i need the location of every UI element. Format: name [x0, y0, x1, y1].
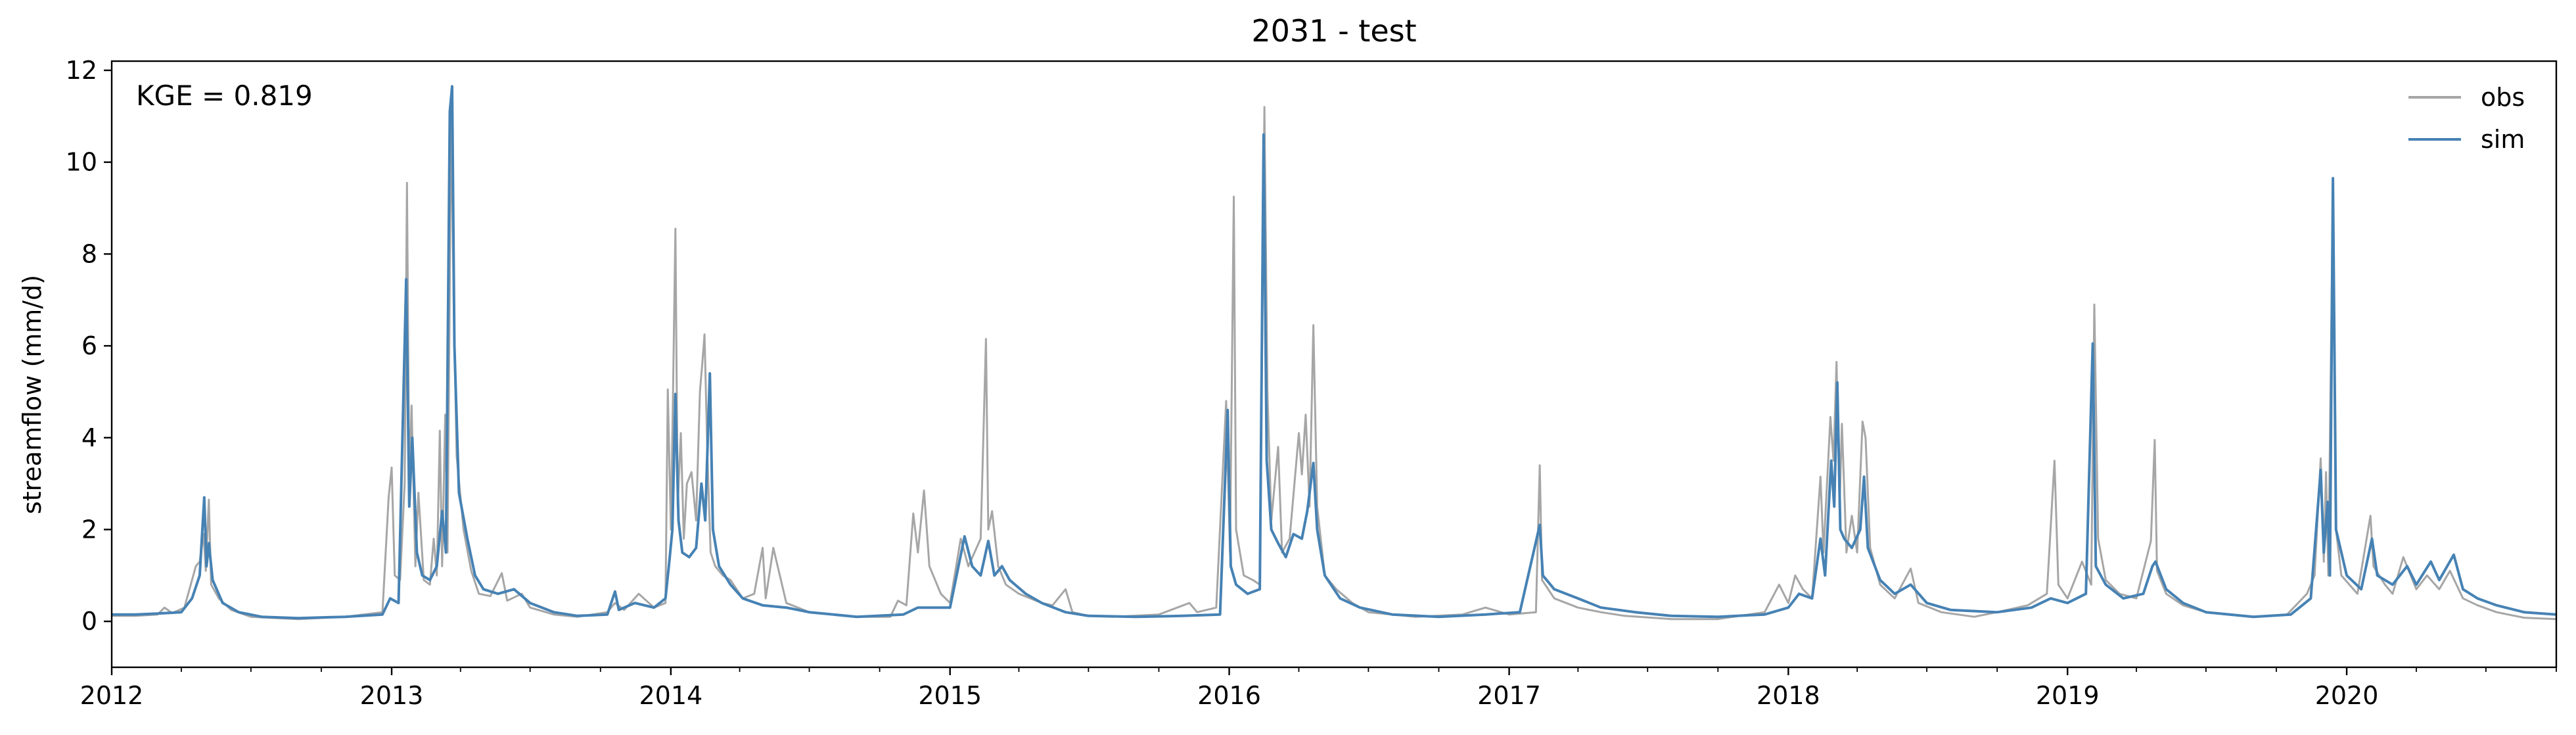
- y-axis-label: streamflow (mm/d): [18, 275, 47, 514]
- y-tick-label: 4: [81, 423, 97, 452]
- y-tick-label: 0: [81, 607, 97, 636]
- series-line-obs: [112, 101, 2557, 621]
- x-axis: 2012 2013 2014 2015 2016 2017 2018 2019 2020: [80, 667, 2557, 710]
- legend-label-obs: obs: [2481, 83, 2525, 112]
- x-tick-label: 2015: [918, 681, 982, 710]
- series-layer: [112, 85, 2557, 621]
- y-tick-label: 12: [66, 56, 97, 85]
- series-line-sim: [112, 85, 2557, 620]
- kge-annotation: KGE = 0.819: [136, 80, 313, 112]
- x-tick-label: 2018: [1757, 681, 1820, 710]
- x-tick-label: 2012: [80, 681, 144, 710]
- y-tick-label: 2: [81, 515, 97, 544]
- chart-title: 2031 - test: [1251, 13, 1416, 49]
- x-tick-label: 2013: [360, 681, 424, 710]
- y-axis: 0 2 4 6 8 10 12: [66, 56, 112, 636]
- legend-label-sim: sim: [2481, 125, 2525, 154]
- x-tick-label: 2014: [639, 681, 702, 710]
- legend: obs sim: [2408, 83, 2525, 154]
- x-tick-label: 2016: [1197, 681, 1261, 710]
- plot-frame: [110, 60, 2558, 669]
- y-tick-label: 8: [81, 239, 97, 268]
- y-tick-label: 10: [66, 148, 97, 177]
- x-tick-label: 2019: [2036, 681, 2100, 710]
- x-tick-label: 2020: [2315, 681, 2379, 710]
- x-tick-label: 2017: [1477, 681, 1541, 710]
- y-tick-label: 6: [81, 331, 97, 360]
